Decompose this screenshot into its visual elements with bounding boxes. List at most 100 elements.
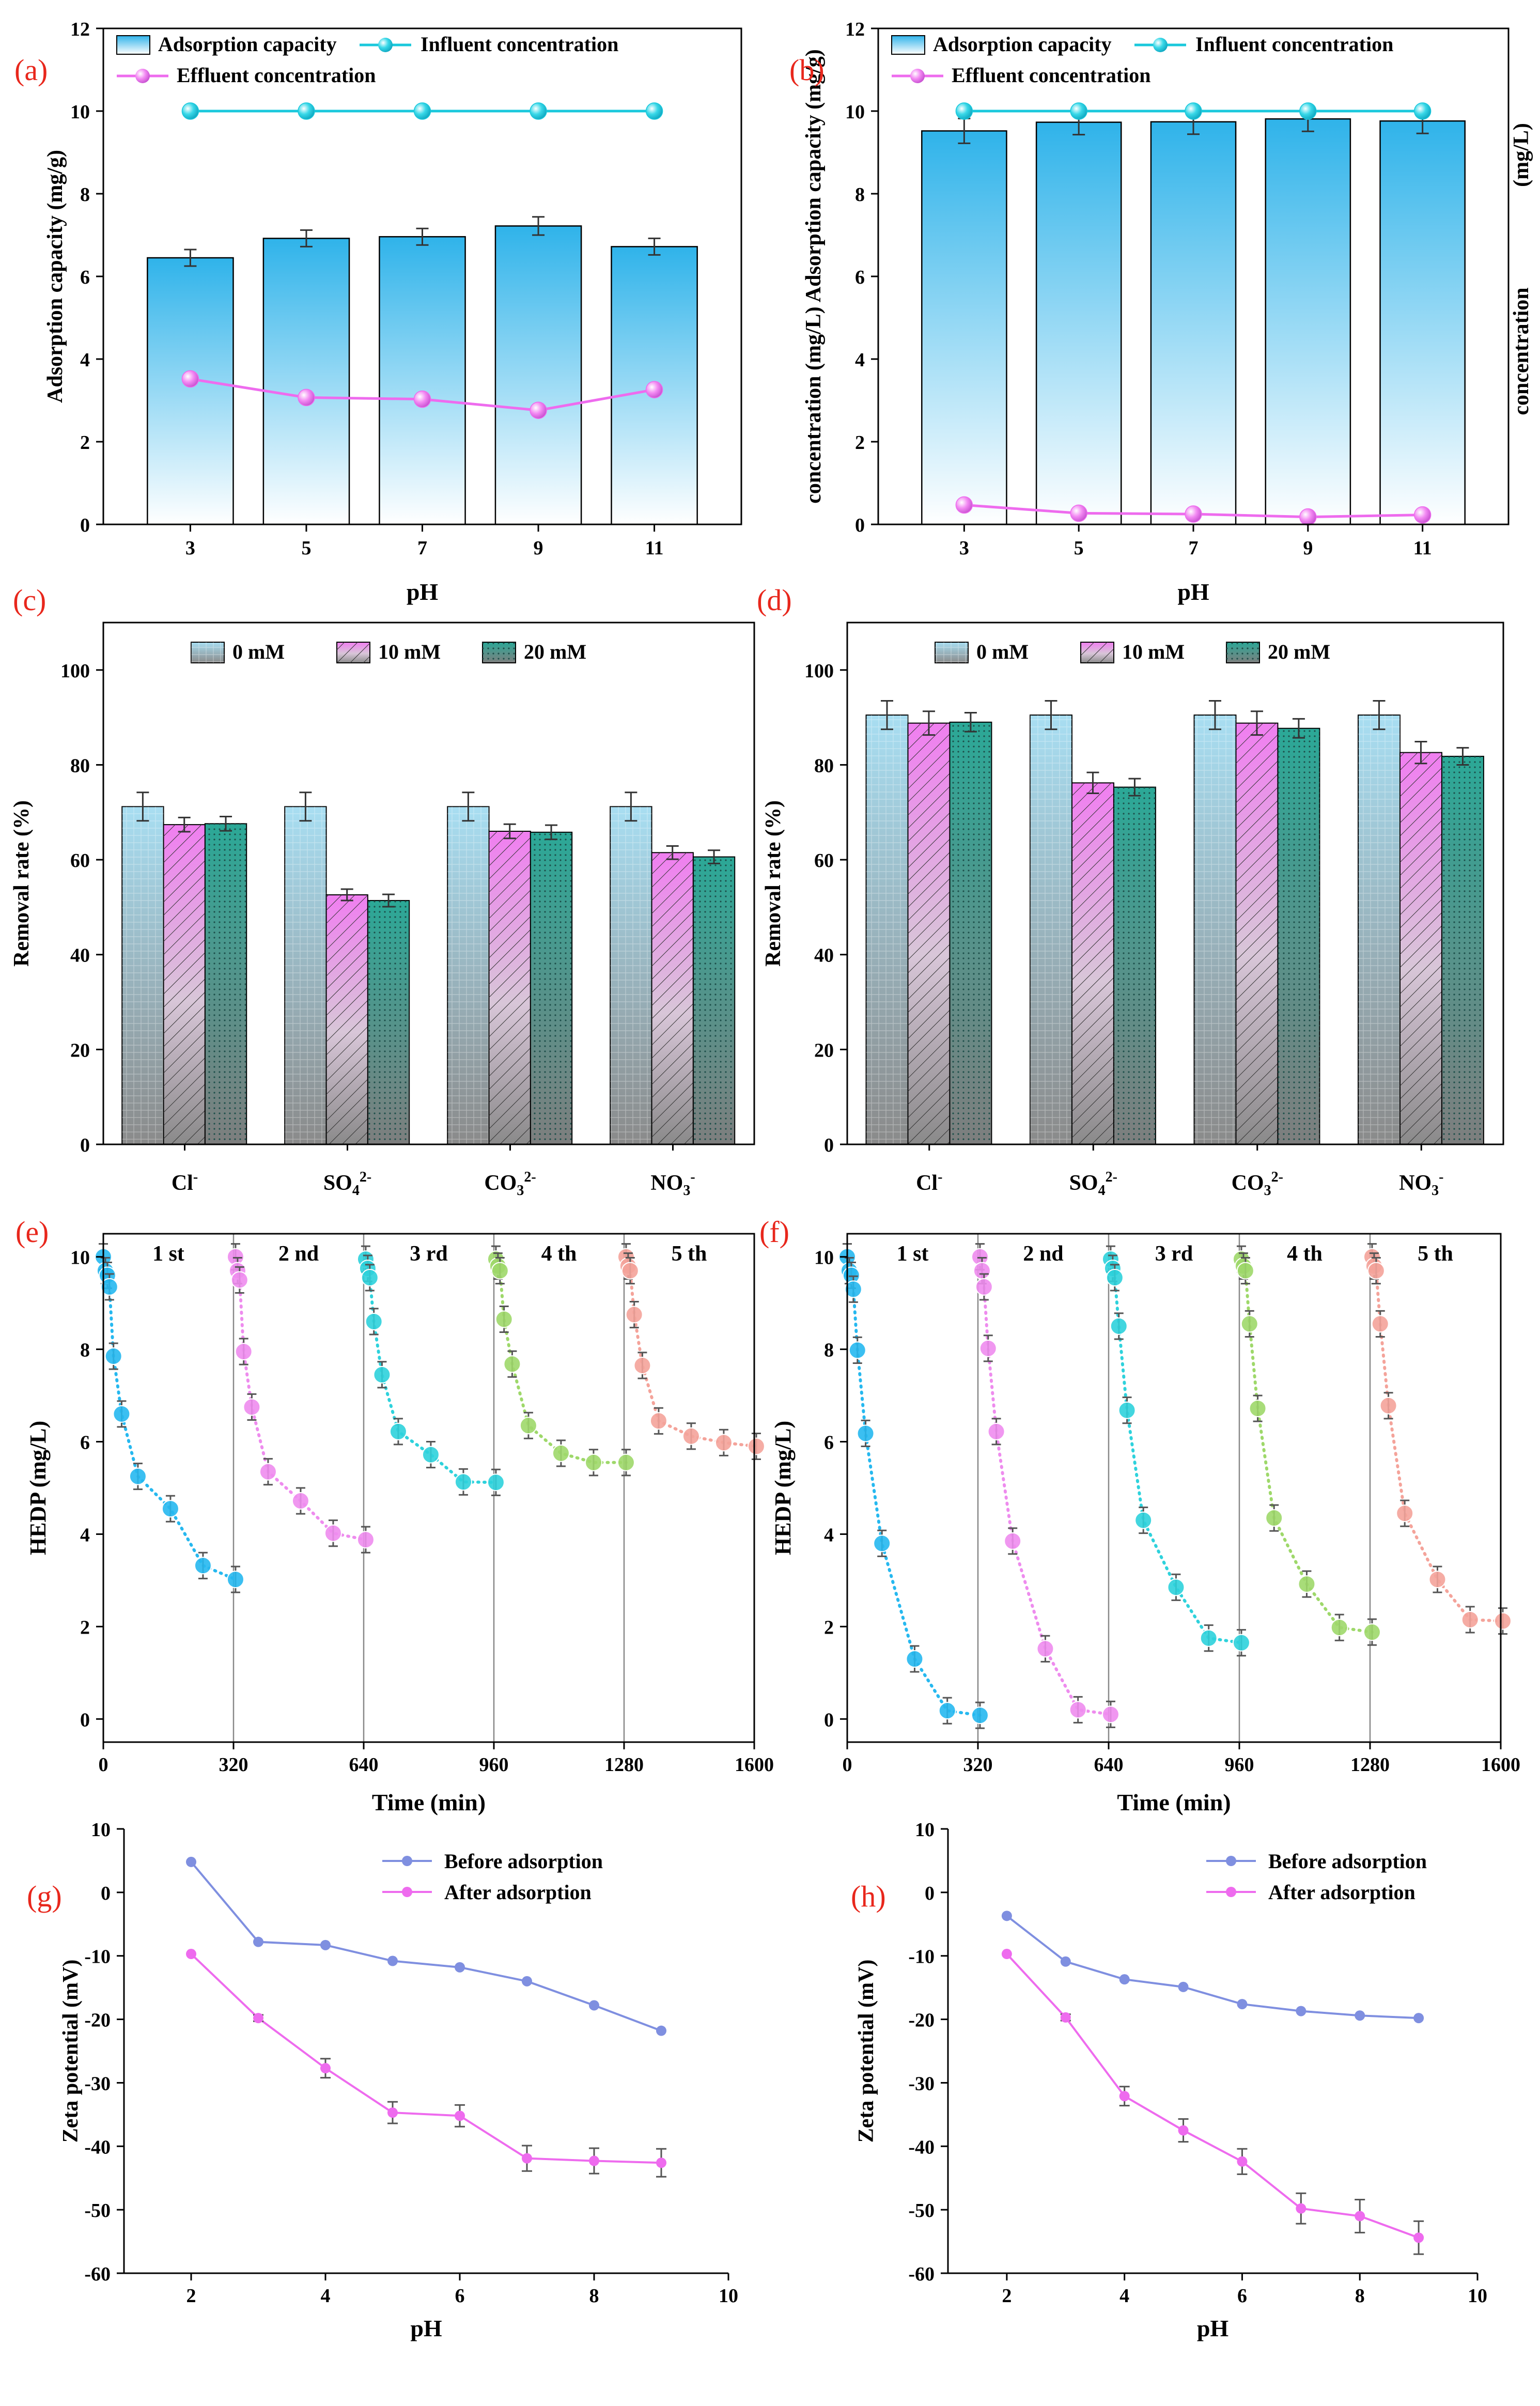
legend-swatch-bar: [116, 35, 150, 55]
cycle-point: [938, 1702, 956, 1720]
series-point: [1413, 2232, 1424, 2243]
y-tick-label: 8: [80, 184, 90, 206]
cycle-point: [235, 1343, 253, 1361]
cycle-point: [1118, 1401, 1136, 1419]
y-tick-label: 6: [80, 1432, 90, 1454]
legend-label: Adsorption capacity: [933, 33, 1112, 56]
x-tick-label: 9: [1303, 537, 1313, 559]
cycle-point: [584, 1453, 602, 1471]
bar: [147, 257, 234, 525]
legend-swatch-bar: [891, 35, 925, 55]
y-axis-title: Zeta potential (mV): [854, 1960, 878, 2143]
cycle-point: [1236, 1262, 1254, 1280]
panel-label: (b): [789, 53, 825, 87]
bar-pattern: [326, 895, 368, 1144]
series-point: [955, 102, 973, 120]
series-point: [530, 401, 547, 419]
cycle-point: [161, 1500, 179, 1518]
y-tick-label: 4: [855, 349, 865, 371]
y-tick-label: 10: [814, 1247, 834, 1269]
series-point: [1185, 102, 1202, 120]
bar: [1150, 121, 1237, 525]
cycle-point: [291, 1492, 309, 1510]
cycle-point: [1249, 1400, 1267, 1418]
legend-label: Influent concentration: [421, 33, 618, 56]
plot-frame: [102, 1233, 755, 1743]
cycle-label: 3 rd: [1155, 1242, 1193, 1266]
cycle-point: [625, 1306, 643, 1324]
cycle-point: [848, 1341, 866, 1359]
series-point: [530, 102, 547, 120]
series-line: [190, 1953, 662, 2164]
x-tick-label: 1600: [735, 1754, 774, 1776]
bar: [1035, 121, 1122, 525]
legend-label: 0 mM: [232, 640, 285, 663]
cycle-point: [259, 1463, 277, 1481]
y-tick-label: 0: [80, 1135, 90, 1156]
panel-label: (g): [27, 1880, 62, 1913]
cycle-curve: [624, 1255, 758, 1448]
y-tick-label: -40: [908, 2136, 935, 2158]
series-point: [320, 1939, 331, 1950]
y-tick-label: 2: [80, 432, 90, 454]
cycle-point: [365, 1312, 383, 1330]
y-tick-label: 2: [855, 432, 865, 454]
cycle-label: 2 nd: [278, 1242, 319, 1266]
series-point: [298, 389, 315, 407]
x-tick-label: 960: [479, 1754, 509, 1776]
legend-label: Adsorption capacity: [158, 33, 337, 56]
y-axis-title: concentration (mg/L) Adsorption capacity…: [802, 49, 826, 504]
cycle-point: [1396, 1504, 1414, 1523]
cycle-point: [226, 1571, 244, 1589]
y-tick-label: 20: [814, 1039, 834, 1061]
y-tick-label: 60: [814, 850, 834, 872]
bar-pattern: [489, 831, 531, 1144]
y-tick-label: 8: [80, 1340, 90, 1361]
x-tick-label: 1280: [1350, 1754, 1390, 1776]
y-tick-label: 40: [70, 945, 90, 967]
y-tick-label: 10: [915, 1819, 935, 1841]
legend-label: Effluent concentration: [177, 64, 376, 87]
legend-label: After adsorption: [444, 1881, 592, 1904]
series-point: [1070, 102, 1087, 120]
bar-pattern: [693, 857, 735, 1144]
x-tick-label: 7: [1189, 537, 1199, 559]
series-point: [589, 2155, 599, 2166]
bar-pattern: [950, 722, 992, 1144]
cycle-point: [1200, 1629, 1218, 1647]
y-tick-label: -30: [908, 2073, 935, 2094]
legend-label: 20 mM: [524, 640, 586, 663]
bar: [1379, 120, 1466, 525]
cycle-point: [1004, 1532, 1022, 1550]
y-tick-label: 20: [70, 1039, 90, 1061]
cycle-point: [389, 1422, 407, 1440]
panel-label: (f): [759, 1215, 789, 1249]
series-point: [455, 1962, 465, 1973]
cycle-point: [621, 1262, 639, 1280]
series-point: [1355, 2010, 1365, 2021]
y-tick-label: -60: [84, 2263, 111, 2285]
cycle-point: [1298, 1575, 1316, 1593]
y-tick-label: 0: [855, 515, 865, 536]
x-tick-label: 320: [219, 1754, 248, 1776]
legend-swatch-pattern: [191, 642, 224, 663]
bar-pattern: [122, 806, 164, 1144]
x-axis-title: pH: [1177, 579, 1209, 605]
series-point: [387, 2107, 398, 2118]
cycle-point: [1330, 1619, 1348, 1637]
cycle-point: [971, 1706, 989, 1725]
series-point: [1060, 1956, 1071, 1967]
panel-a: 0 2 4 6 8 10 12 3 5 7 9 11 pH Adsorption capacity (mg…: [14, 19, 742, 605]
x-tick-label: Cl-: [916, 1169, 942, 1195]
x-tick-label: 10: [1468, 2285, 1487, 2307]
x-tick-label: 4: [321, 2285, 331, 2307]
series-point: [1060, 2012, 1071, 2023]
y-tick-label: -50: [84, 2200, 111, 2222]
bar: [379, 236, 466, 525]
x-tick-label: Cl-: [172, 1169, 198, 1195]
x-tick-label: 8: [1355, 2285, 1365, 2307]
x-tick-label: 5: [1074, 537, 1084, 559]
x-tick-label: 6: [455, 2285, 465, 2307]
bar: [1265, 118, 1351, 525]
